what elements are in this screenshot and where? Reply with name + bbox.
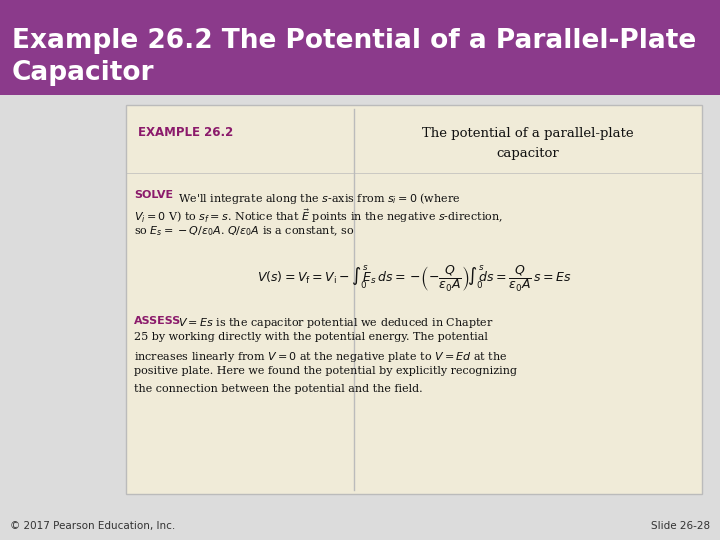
Text: We'll integrate along the $s$-axis from $s_i = 0$ (where: We'll integrate along the $s$-axis from … xyxy=(178,191,461,206)
Text: $V(s) = V_\mathrm{f} = V_\mathrm{i} - \int_0^s\!\! E_s\,ds = -\!\left(-\dfrac{Q}: $V(s) = V_\mathrm{f} = V_\mathrm{i} - \i… xyxy=(257,264,571,294)
Bar xyxy=(0,0,720,94)
Text: Capacitor: Capacitor xyxy=(12,60,155,86)
Text: Example 26.2 The Potential of a Parallel-Plate: Example 26.2 The Potential of a Parallel… xyxy=(12,28,696,54)
Text: EXAMPLE 26.2: EXAMPLE 26.2 xyxy=(138,126,233,139)
Text: $V_i = 0$ V) to $s_f = s$. Notice that $\vec{E}$ points in the negative $s$-dire: $V_i = 0$ V) to $s_f = s$. Notice that $… xyxy=(134,207,503,225)
Text: increases linearly from $V = 0$ at the negative plate to $V = Ed$ at the: increases linearly from $V = 0$ at the n… xyxy=(134,349,508,363)
Text: the connection between the potential and the field.: the connection between the potential and… xyxy=(134,383,423,394)
Text: so $E_s = -Q/\epsilon_0 A$. $Q/\epsilon_0 A$ is a constant, so: so $E_s = -Q/\epsilon_0 A$. $Q/\epsilon_… xyxy=(134,225,354,238)
Text: capacitor: capacitor xyxy=(496,146,559,159)
Text: 25 by working directly with the potential energy. The potential: 25 by working directly with the potentia… xyxy=(134,333,488,342)
Text: © 2017 Pearson Education, Inc.: © 2017 Pearson Education, Inc. xyxy=(10,521,175,531)
Bar xyxy=(0,94,720,540)
Text: positive plate. Here we found the potential by explicitly recognizing: positive plate. Here we found the potent… xyxy=(134,367,517,376)
Bar xyxy=(126,105,702,494)
Text: SOLVE: SOLVE xyxy=(134,191,173,200)
Text: Slide 26-28: Slide 26-28 xyxy=(651,521,710,531)
Text: $V = Es$ is the capacitor potential we deduced in Chapter: $V = Es$ is the capacitor potential we d… xyxy=(178,315,494,329)
Text: ASSESS: ASSESS xyxy=(134,315,181,326)
Text: The potential of a parallel-plate: The potential of a parallel-plate xyxy=(422,126,634,139)
